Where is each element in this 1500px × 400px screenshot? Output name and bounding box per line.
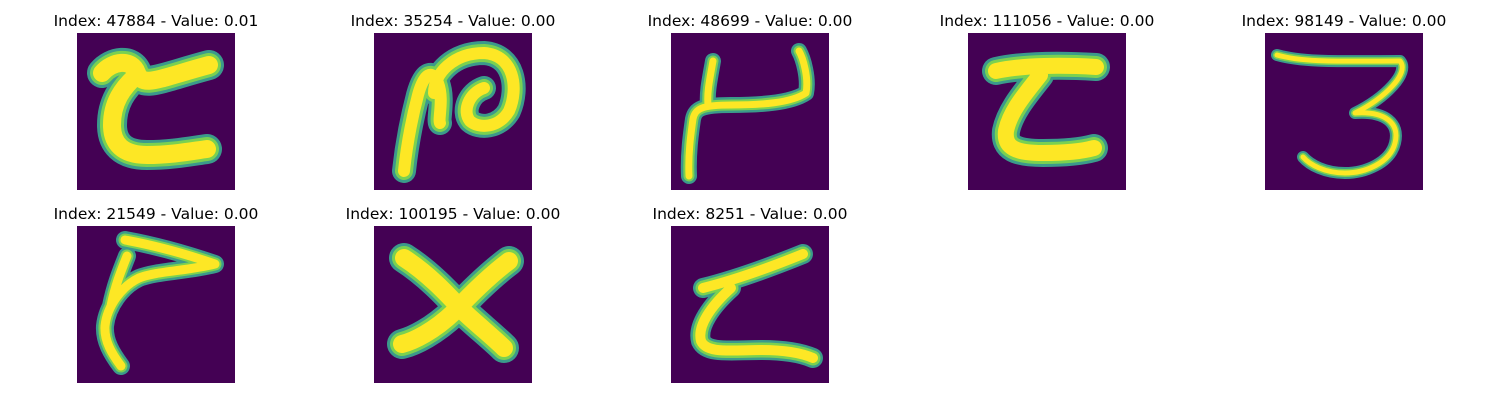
image-panel-8: Index: 8251 - Value: 0.00 bbox=[640, 206, 860, 386]
glyph-image bbox=[1265, 33, 1423, 190]
panel-title: Index: 21549 - Value: 0.00 bbox=[53, 205, 259, 223]
glyph-image bbox=[374, 33, 532, 190]
image-panel-2: Index: 35254 - Value: 0.00 bbox=[343, 13, 563, 193]
image-panel-5: Index: 98149 - Value: 0.00 bbox=[1234, 13, 1454, 193]
image-panel-1: Index: 47884 - Value: 0.01 bbox=[46, 13, 266, 193]
image-panel-4: Index: 111056 - Value: 0.00 bbox=[937, 13, 1157, 193]
panel-title: Index: 47884 - Value: 0.01 bbox=[53, 12, 259, 30]
panel-title: Index: 8251 - Value: 0.00 bbox=[652, 205, 848, 223]
glyph-image bbox=[77, 33, 235, 190]
image-panel-7: Index: 100195 - Value: 0.00 bbox=[343, 206, 563, 386]
image-panel-6: Index: 21549 - Value: 0.00 bbox=[46, 206, 266, 386]
panel-title: Index: 98149 - Value: 0.00 bbox=[1241, 12, 1447, 30]
image-panel-3: Index: 48699 - Value: 0.00 bbox=[640, 13, 860, 193]
panel-title: Index: 35254 - Value: 0.00 bbox=[350, 12, 556, 30]
panel-title: Index: 100195 - Value: 0.00 bbox=[345, 205, 561, 223]
glyph-image bbox=[671, 226, 829, 383]
panel-title: Index: 48699 - Value: 0.00 bbox=[647, 12, 853, 30]
glyph-image bbox=[671, 33, 829, 190]
glyph-image bbox=[374, 226, 532, 383]
panel-title: Index: 111056 - Value: 0.00 bbox=[939, 12, 1155, 30]
glyph-image bbox=[77, 226, 235, 383]
glyph-image bbox=[968, 33, 1126, 190]
